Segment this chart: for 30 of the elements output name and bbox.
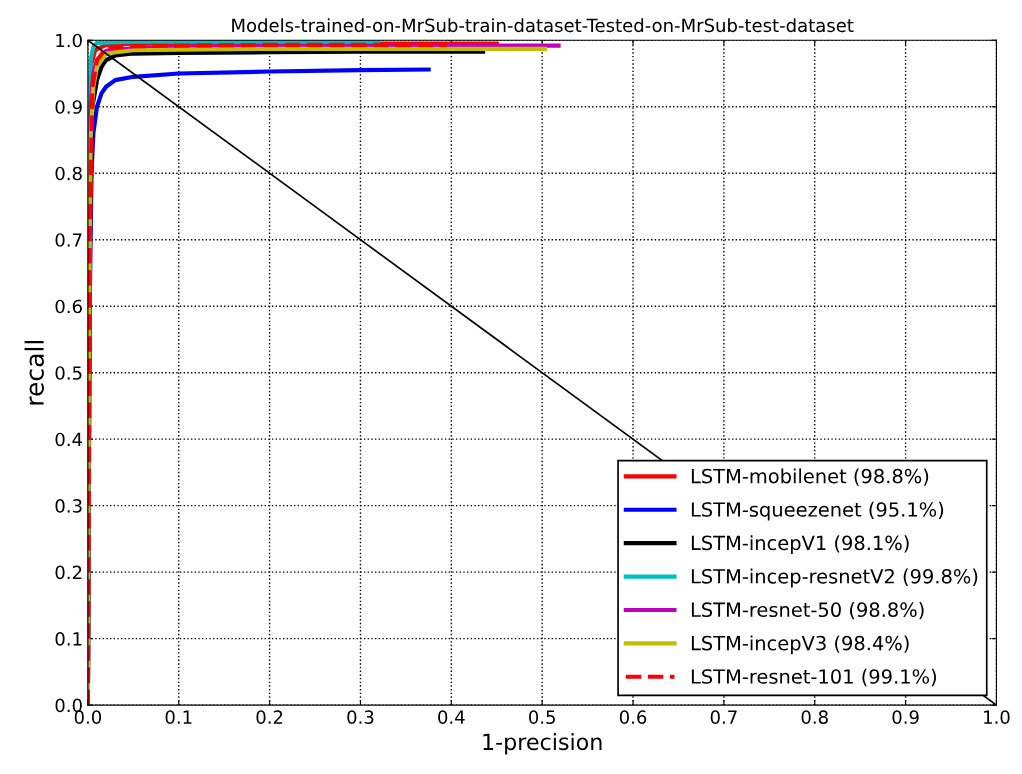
legend-label: LSTM-resnet-101 (99.1%) xyxy=(691,668,936,687)
legend-label: LSTM-incepV1 (98.1%) xyxy=(691,535,909,555)
y-tick-label: 0.5 xyxy=(55,366,82,380)
legend-label: LSTM-incep-resnetV2 (99.8%) xyxy=(691,568,978,588)
x-tick-label: 1.0 xyxy=(984,710,1010,724)
x-axis-title: 1-precision xyxy=(483,733,602,755)
x-tick-label: 0.2 xyxy=(256,710,283,724)
x-tick-label: 0.9 xyxy=(892,710,919,724)
legend-label: LSTM-incepV3 (98.4%) xyxy=(691,635,909,655)
x-tick-label: 0.8 xyxy=(801,710,828,724)
y-tick-label: 0.7 xyxy=(55,233,82,247)
legend-label: LSTM-squeezenet (95.1%) xyxy=(691,501,944,521)
x-tick-label: 0.1 xyxy=(165,710,192,724)
y-tick-label: 0.6 xyxy=(55,299,82,314)
y-tick-label: 0.1 xyxy=(55,632,82,646)
legend-label: LSTM-mobilenet (98.8%) xyxy=(691,468,929,486)
legend-label: LSTM-resnet-50 (98.8%) xyxy=(691,602,924,620)
x-tick-label: 0.3 xyxy=(347,710,374,724)
y-tick-label: 0.8 xyxy=(55,166,82,181)
x-tick-label: 0.5 xyxy=(529,710,555,724)
y-tick-label: 0.2 xyxy=(55,565,82,580)
x-tick-label: 0.6 xyxy=(619,710,647,724)
y-axis-title: recall xyxy=(24,341,44,405)
y-tick-label: 1.0 xyxy=(56,33,82,48)
y-tick-label: 0.9 xyxy=(55,100,82,114)
x-tick-label: 0.7 xyxy=(710,710,737,724)
y-tick-label: 0.3 xyxy=(55,499,82,513)
y-tick-label: 0.4 xyxy=(55,432,83,447)
x-tick-label: 0.4 xyxy=(438,710,465,724)
chart-title: Models-trained-on-MrSub-train-dataset-Tested-on-MrSub-test-dataset xyxy=(232,18,854,33)
